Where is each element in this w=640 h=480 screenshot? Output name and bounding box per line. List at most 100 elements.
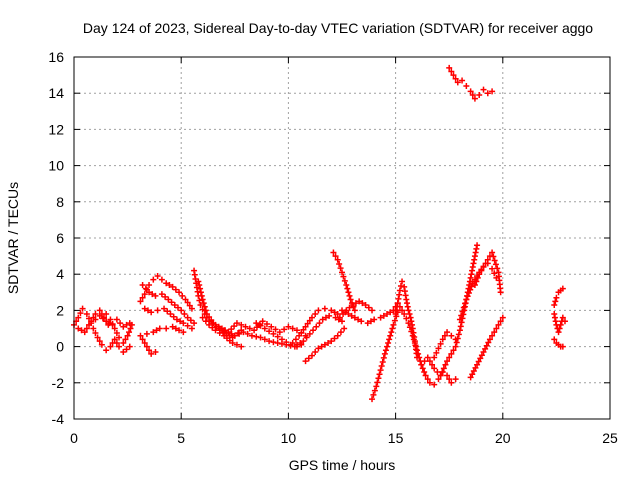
data-point [79, 305, 86, 312]
data-point-interp [416, 354, 423, 361]
data-point-interp [272, 326, 279, 333]
data-point [120, 349, 127, 356]
data-point [180, 329, 187, 336]
data-point-interp [113, 330, 120, 337]
data-point-interp [117, 320, 124, 327]
data-point-interp [378, 363, 385, 370]
data-point-interp [238, 321, 245, 328]
data-point [480, 263, 487, 270]
data-point [148, 309, 155, 316]
data-point-interp [482, 345, 489, 352]
data-point-interp [306, 317, 313, 324]
data-point-interp [478, 267, 485, 274]
data-point [197, 301, 204, 308]
data-point-interp [316, 320, 323, 327]
data-point [212, 327, 219, 334]
data-point-interp [166, 282, 173, 289]
data-point [257, 334, 264, 341]
data-point [276, 329, 283, 336]
data-point [107, 316, 114, 323]
data-point [165, 296, 172, 303]
series-arc-04 [103, 311, 135, 346]
data-point [553, 294, 560, 301]
y-tick-label: 0 [56, 339, 64, 355]
data-point-interp [448, 350, 455, 357]
data-point-interp [127, 325, 134, 332]
data-point-interp [468, 283, 475, 290]
data-point [422, 372, 429, 379]
data-point-interp [126, 329, 133, 336]
data-point [184, 314, 191, 321]
data-point [321, 305, 328, 312]
series-arc-33 [551, 311, 568, 336]
data-point [396, 287, 403, 294]
data-point [171, 301, 178, 308]
data-point-interp [397, 282, 404, 289]
data-point-interp [419, 365, 426, 372]
data-point-interp [197, 289, 204, 296]
data-point-interp [415, 350, 422, 357]
data-point-interp [162, 293, 169, 300]
series-arc-08 [137, 323, 187, 339]
data-point-interp [491, 329, 498, 336]
data-point [150, 329, 157, 336]
data-point-interp [184, 322, 191, 329]
series-arc-03 [90, 325, 133, 356]
y-tick-label: 12 [48, 121, 64, 137]
data-point [296, 332, 303, 339]
data-point [551, 301, 558, 308]
y-tick-label: 2 [56, 302, 64, 318]
data-point [341, 325, 348, 332]
data-point [435, 345, 442, 352]
x-tick-label: 20 [495, 430, 511, 446]
data-point [285, 323, 292, 330]
data-point [216, 325, 223, 332]
data-point [154, 307, 161, 314]
series-arc-25 [418, 347, 457, 379]
data-point [362, 301, 369, 308]
data-point [405, 307, 412, 314]
data-point-interp [325, 339, 332, 346]
data-point [124, 332, 131, 339]
data-point-interp [379, 358, 386, 365]
data-point [557, 321, 564, 328]
data-point [476, 271, 483, 278]
data-point [203, 311, 210, 318]
data-point [431, 365, 438, 372]
data-point [456, 327, 463, 334]
chart-title: Day 124 of 2023, Sidereal Day-to-day VTE… [83, 20, 593, 36]
data-point [486, 336, 493, 343]
data-point-interp [421, 358, 428, 365]
data-point [349, 301, 356, 308]
data-point [551, 336, 558, 343]
data-point-interp [186, 302, 193, 309]
data-point-interp [213, 323, 220, 330]
data-point-interp [485, 339, 492, 346]
data-point-interp [412, 343, 419, 350]
data-point-interp [174, 304, 181, 311]
data-point [471, 95, 478, 102]
data-point [414, 347, 421, 354]
data-point [308, 314, 315, 321]
data-point-interp [92, 330, 99, 337]
data-point-interp [139, 294, 146, 301]
y-tick-label: -2 [52, 375, 65, 391]
data-point-interp [99, 315, 106, 322]
data-point [334, 256, 341, 263]
data-point-interp [489, 332, 496, 339]
data-point-interp [281, 326, 288, 333]
data-point [116, 343, 123, 350]
data-point-interp [122, 336, 129, 343]
data-point-interp [371, 387, 378, 394]
series-arc-16 [289, 305, 341, 346]
data-point [399, 278, 406, 285]
data-point [143, 330, 150, 337]
data-point [474, 361, 481, 368]
data-point-interp [467, 286, 474, 293]
data-point [116, 334, 123, 341]
data-point [253, 320, 260, 327]
data-point-interp [346, 292, 353, 299]
data-point-interp [298, 329, 305, 336]
data-point-interp [244, 330, 251, 337]
data-point-interp [228, 326, 235, 333]
